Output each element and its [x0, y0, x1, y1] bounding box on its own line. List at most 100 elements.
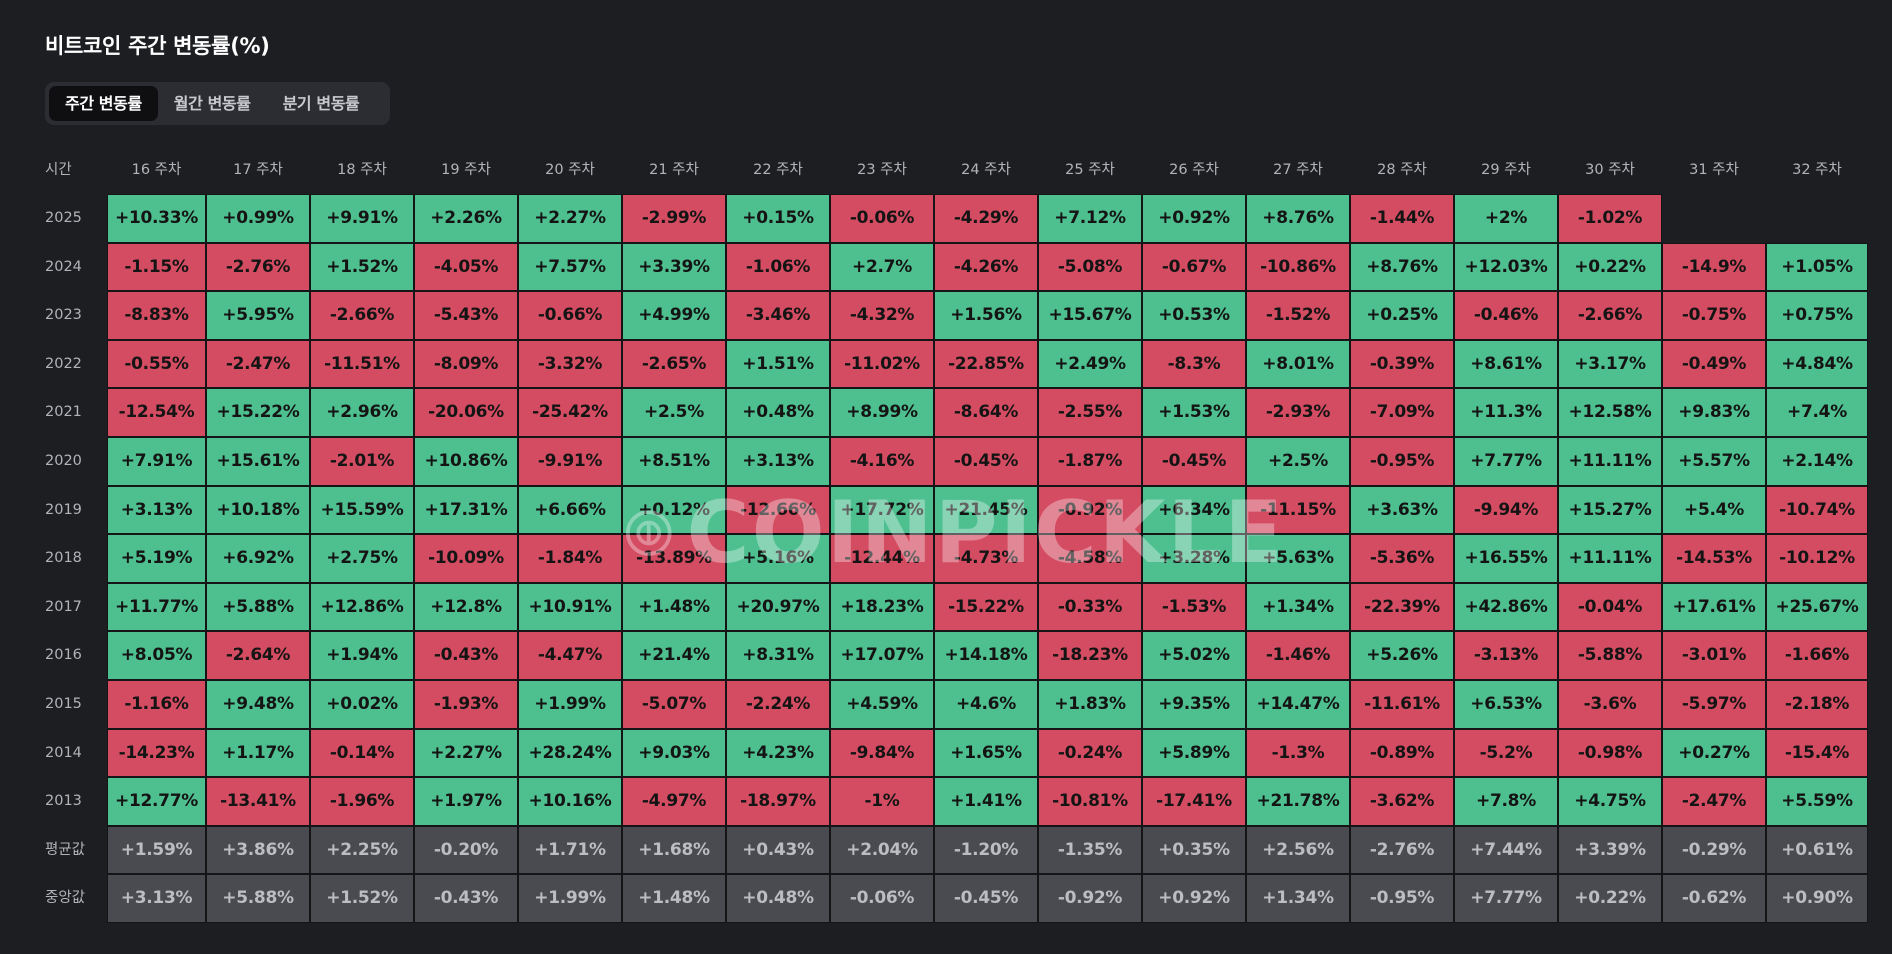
- return-cell[interactable]: -3.13%: [1454, 631, 1558, 680]
- return-cell[interactable]: -12.44%: [830, 534, 934, 583]
- return-cell[interactable]: -15.22%: [934, 582, 1038, 632]
- stat-cell[interactable]: +1.48%: [622, 874, 726, 923]
- return-cell[interactable]: +0.25%: [1350, 291, 1454, 340]
- return-cell[interactable]: +0.22%: [1558, 242, 1662, 292]
- return-cell[interactable]: -22.85%: [934, 339, 1038, 389]
- stat-cell[interactable]: -0.62%: [1662, 874, 1766, 923]
- return-cell[interactable]: -12.54%: [107, 388, 206, 437]
- return-cell[interactable]: -0.75%: [1662, 291, 1766, 340]
- return-cell[interactable]: -0.89%: [1350, 728, 1454, 778]
- return-cell[interactable]: -2.24%: [726, 680, 830, 729]
- return-cell[interactable]: +4.6%: [934, 680, 1038, 729]
- return-cell[interactable]: -4.97%: [622, 777, 726, 826]
- stat-cell[interactable]: +1.52%: [310, 874, 414, 923]
- stat-cell[interactable]: +7.77%: [1454, 874, 1558, 923]
- stat-cell[interactable]: +1.59%: [107, 825, 206, 875]
- return-cell[interactable]: -1.52%: [1246, 291, 1350, 340]
- return-cell[interactable]: -15.4%: [1766, 728, 1868, 778]
- return-cell[interactable]: +2.96%: [310, 388, 414, 437]
- return-cell[interactable]: +0.27%: [1662, 728, 1766, 778]
- return-cell[interactable]: +5.57%: [1662, 437, 1766, 486]
- return-cell[interactable]: -0.45%: [1142, 437, 1246, 486]
- return-cell[interactable]: +2%: [1454, 194, 1558, 243]
- return-cell[interactable]: +2.49%: [1038, 339, 1142, 389]
- return-cell[interactable]: -14.53%: [1662, 534, 1766, 583]
- stat-cell[interactable]: +5.88%: [206, 874, 310, 923]
- return-cell[interactable]: +17.07%: [830, 631, 934, 680]
- return-cell[interactable]: -0.14%: [310, 728, 414, 778]
- return-cell[interactable]: -2.66%: [1558, 291, 1662, 340]
- return-cell[interactable]: -0.67%: [1142, 242, 1246, 292]
- return-cell[interactable]: -1.06%: [726, 242, 830, 292]
- stat-cell[interactable]: +3.13%: [107, 874, 206, 923]
- return-cell[interactable]: -1.93%: [414, 680, 518, 729]
- return-cell[interactable]: +9.91%: [310, 194, 414, 243]
- return-cell[interactable]: -17.41%: [1142, 777, 1246, 826]
- stat-cell[interactable]: -0.43%: [414, 874, 518, 923]
- return-cell[interactable]: +2.14%: [1766, 437, 1868, 486]
- return-cell[interactable]: +15.22%: [206, 388, 310, 437]
- return-cell[interactable]: -7.09%: [1350, 388, 1454, 437]
- return-cell[interactable]: +20.97%: [726, 582, 830, 632]
- return-cell[interactable]: +7.57%: [518, 242, 622, 292]
- return-cell[interactable]: -10.81%: [1038, 777, 1142, 826]
- return-cell[interactable]: +6.92%: [206, 534, 310, 583]
- stat-cell[interactable]: -0.45%: [934, 874, 1038, 923]
- return-cell[interactable]: +3.39%: [622, 242, 726, 292]
- return-cell[interactable]: +12.77%: [107, 777, 206, 826]
- stat-cell[interactable]: +1.34%: [1246, 874, 1350, 923]
- return-cell[interactable]: +0.99%: [206, 194, 310, 243]
- return-cell[interactable]: -1.44%: [1350, 194, 1454, 243]
- return-cell[interactable]: -3.01%: [1662, 631, 1766, 680]
- return-cell[interactable]: +11.11%: [1558, 534, 1662, 583]
- return-cell[interactable]: -11.61%: [1350, 680, 1454, 729]
- stat-cell[interactable]: +0.90%: [1766, 874, 1868, 923]
- return-cell[interactable]: -5.07%: [622, 680, 726, 729]
- stat-cell[interactable]: +1.71%: [518, 825, 622, 875]
- return-cell[interactable]: -10.74%: [1766, 485, 1868, 535]
- return-cell[interactable]: +2.7%: [830, 242, 934, 292]
- stat-cell[interactable]: +2.04%: [830, 825, 934, 875]
- return-cell[interactable]: -9.91%: [518, 437, 622, 486]
- return-cell[interactable]: +15.67%: [1038, 291, 1142, 340]
- return-cell[interactable]: -8.09%: [414, 339, 518, 389]
- return-cell[interactable]: -1.16%: [107, 680, 206, 729]
- return-cell[interactable]: -4.58%: [1038, 534, 1142, 583]
- return-cell[interactable]: +5.19%: [107, 534, 206, 583]
- return-cell[interactable]: +1.34%: [1246, 582, 1350, 632]
- return-cell[interactable]: -2.99%: [622, 194, 726, 243]
- return-cell[interactable]: +1.51%: [726, 339, 830, 389]
- return-cell[interactable]: +12.58%: [1558, 388, 1662, 437]
- return-cell[interactable]: +7.77%: [1454, 437, 1558, 486]
- return-cell[interactable]: +2.75%: [310, 534, 414, 583]
- return-cell[interactable]: +1.99%: [518, 680, 622, 729]
- return-cell[interactable]: +5.02%: [1142, 631, 1246, 680]
- return-cell[interactable]: -2.01%: [310, 437, 414, 486]
- return-cell[interactable]: -2.65%: [622, 339, 726, 389]
- return-cell[interactable]: -1.15%: [107, 242, 206, 292]
- return-cell[interactable]: +42.86%: [1454, 582, 1558, 632]
- return-cell[interactable]: +5.59%: [1766, 777, 1868, 826]
- stat-cell[interactable]: -1.35%: [1038, 825, 1142, 875]
- return-cell[interactable]: +15.61%: [206, 437, 310, 486]
- stat-cell[interactable]: -0.92%: [1038, 874, 1142, 923]
- return-cell[interactable]: -4.05%: [414, 242, 518, 292]
- return-cell[interactable]: +2.5%: [1246, 437, 1350, 486]
- return-cell[interactable]: +15.27%: [1558, 485, 1662, 535]
- return-cell[interactable]: +28.24%: [518, 728, 622, 778]
- return-cell[interactable]: +1.05%: [1766, 242, 1868, 292]
- return-cell[interactable]: -1%: [830, 777, 934, 826]
- tab-weekly[interactable]: 주간 변동률: [49, 86, 158, 121]
- return-cell[interactable]: -1.3%: [1246, 728, 1350, 778]
- return-cell[interactable]: -8.83%: [107, 291, 206, 340]
- return-cell[interactable]: +6.66%: [518, 485, 622, 535]
- return-cell[interactable]: +0.12%: [622, 485, 726, 535]
- return-cell[interactable]: +2.27%: [518, 194, 622, 243]
- return-cell[interactable]: +7.8%: [1454, 777, 1558, 826]
- return-cell[interactable]: +16.55%: [1454, 534, 1558, 583]
- return-cell[interactable]: +3.17%: [1558, 339, 1662, 389]
- return-cell[interactable]: +12.8%: [414, 582, 518, 632]
- stat-cell[interactable]: -0.95%: [1350, 874, 1454, 923]
- return-cell[interactable]: -1.46%: [1246, 631, 1350, 680]
- return-cell[interactable]: -11.51%: [310, 339, 414, 389]
